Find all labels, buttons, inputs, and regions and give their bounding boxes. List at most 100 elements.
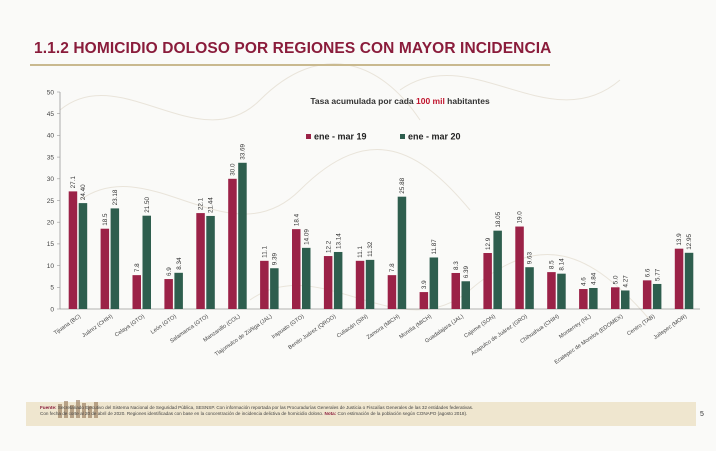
bar-ene-mar-20 [142, 215, 151, 309]
bar-ene-mar-20 [461, 281, 470, 309]
data-label: 8.5 [549, 260, 556, 269]
bar-ene-mar-20 [525, 267, 534, 309]
page-title: 1.1.2 HOMICIDIO DOLOSO POR REGIONES CON … [34, 40, 552, 57]
legend-swatch [306, 134, 311, 139]
data-label: 6.9 [166, 267, 173, 276]
bar-ene-mar-19 [68, 191, 78, 309]
bar-ene-mar-19 [292, 229, 301, 309]
nota-text: Con estimación de la población según CON… [337, 411, 468, 416]
x-tick-label: Cajeme (SON) [463, 314, 497, 340]
x-tick-label: Juitepec (MOR) [653, 314, 689, 341]
x-tick-label: Tlajomulco de Zúñiga (JAL) [214, 314, 274, 358]
bar-ene-mar-20 [493, 230, 502, 309]
data-label: 7.8 [389, 263, 396, 272]
data-label: 11.1 [357, 246, 364, 258]
data-label: 5.77 [654, 268, 661, 281]
data-label: 8.3 [453, 261, 460, 270]
bar-ene-mar-20 [302, 247, 311, 309]
bar-ene-mar-19 [196, 213, 205, 309]
data-label: 19.0 [517, 211, 524, 224]
data-label: 21.50 [144, 196, 151, 212]
data-label: 14.09 [303, 229, 310, 245]
data-label: 23.18 [112, 189, 119, 205]
data-label: 4.27 [622, 275, 629, 288]
data-label: 6.39 [463, 266, 470, 279]
y-tick-label: 5 [50, 285, 54, 292]
page-number: 5 [700, 411, 704, 418]
bar-ene-mar-19 [611, 287, 620, 309]
bar-ene-mar-20 [206, 215, 215, 309]
institutional-logo [58, 400, 98, 418]
data-label: 4.84 [591, 272, 598, 285]
y-tick-label: 40 [47, 133, 55, 140]
x-tick-label: Tijuana (BC) [53, 314, 82, 337]
data-label: 12.2 [325, 240, 332, 253]
bar-ene-mar-19 [451, 272, 460, 309]
y-tick-label: 25 [47, 198, 55, 205]
data-label: 21.44 [208, 197, 215, 213]
footer-band [26, 402, 696, 426]
data-label: 5.0 [612, 275, 619, 284]
data-label: 13.14 [335, 233, 342, 249]
bar-ene-mar-20 [333, 251, 343, 309]
bar-ene-mar-19 [642, 280, 652, 309]
title-underline [30, 64, 550, 66]
bar-ene-mar-20 [78, 203, 88, 309]
y-tick-label: 30 [47, 176, 55, 183]
y-tick-label: 20 [47, 220, 55, 227]
bar-ene-mar-19 [483, 253, 492, 309]
fuente-label: Fuente: [40, 405, 57, 410]
x-tick-label: León (GTO) [150, 314, 178, 336]
bar-ene-mar-19 [164, 279, 173, 309]
bar-ene-mar-19 [228, 178, 237, 309]
data-label: 33.69 [240, 144, 247, 160]
y-tick-label: 35 [47, 154, 55, 161]
bar-ene-mar-20 [174, 272, 183, 309]
data-label: 27.1 [70, 176, 77, 189]
bar-ene-mar-20 [557, 273, 566, 309]
bar-ene-mar-20 [589, 287, 598, 309]
bar-ene-mar-19 [674, 248, 684, 309]
data-label: 11.1 [262, 246, 269, 258]
y-tick-label: 0 [50, 306, 54, 313]
data-label: 25.88 [399, 177, 406, 193]
bar-ene-mar-19 [419, 292, 429, 309]
x-tick-label: Juárez (CHIH) [81, 314, 114, 339]
subtitle-prefix: Tasa acumulada por cada [310, 96, 416, 106]
bar-ene-mar-20 [652, 283, 662, 309]
legend-swatch [400, 134, 405, 139]
x-axis-labels: Tijuana (BC) Juárez (CHIH) Celaya (GTO) Leó… [53, 314, 688, 366]
data-label: 9.63 [527, 251, 534, 264]
data-label: 22.1 [198, 197, 205, 210]
subtitle-suffix: habitantes [445, 96, 490, 106]
bar-ene-mar-19 [132, 275, 141, 309]
bar-ene-mar-19 [260, 260, 269, 309]
footer-line-1: Secretariado Ejecutivo del Sistema Nacio… [57, 405, 474, 410]
x-tick-label: Acapulco de Juárez (GRO) [470, 314, 529, 358]
x-tick-label: Culiacán (SIN) [336, 314, 369, 340]
nota-label: Nota: [324, 411, 337, 416]
bar-ene-mar-19 [355, 260, 365, 309]
bar-ene-mar-19 [323, 256, 333, 309]
y-tick-label: 10 [47, 263, 55, 270]
data-label: 24.40 [80, 184, 87, 200]
data-label: 12.9 [485, 237, 492, 250]
data-label: 11.32 [367, 241, 374, 257]
legend-label: ene - mar 20 [408, 132, 461, 142]
data-label: 18.05 [495, 211, 502, 227]
bar-ene-mar-19 [100, 228, 110, 309]
data-label: 4.6 [581, 277, 588, 286]
data-label: 30.0 [230, 163, 237, 176]
data-label: 8.14 [559, 258, 566, 271]
bar-ene-mar-20 [270, 268, 279, 309]
subtitle-highlight: 100 mil [416, 96, 445, 106]
x-tick-label: Celaya (GTO) [114, 314, 146, 339]
y-tick-label: 45 [47, 111, 55, 118]
legend-label: ene - mar 19 [314, 132, 367, 142]
data-label: 9.39 [272, 252, 279, 265]
y-tick-label: 50 [47, 89, 55, 96]
bar-ene-mar-20 [429, 257, 439, 309]
data-label: 11.87 [431, 239, 438, 255]
